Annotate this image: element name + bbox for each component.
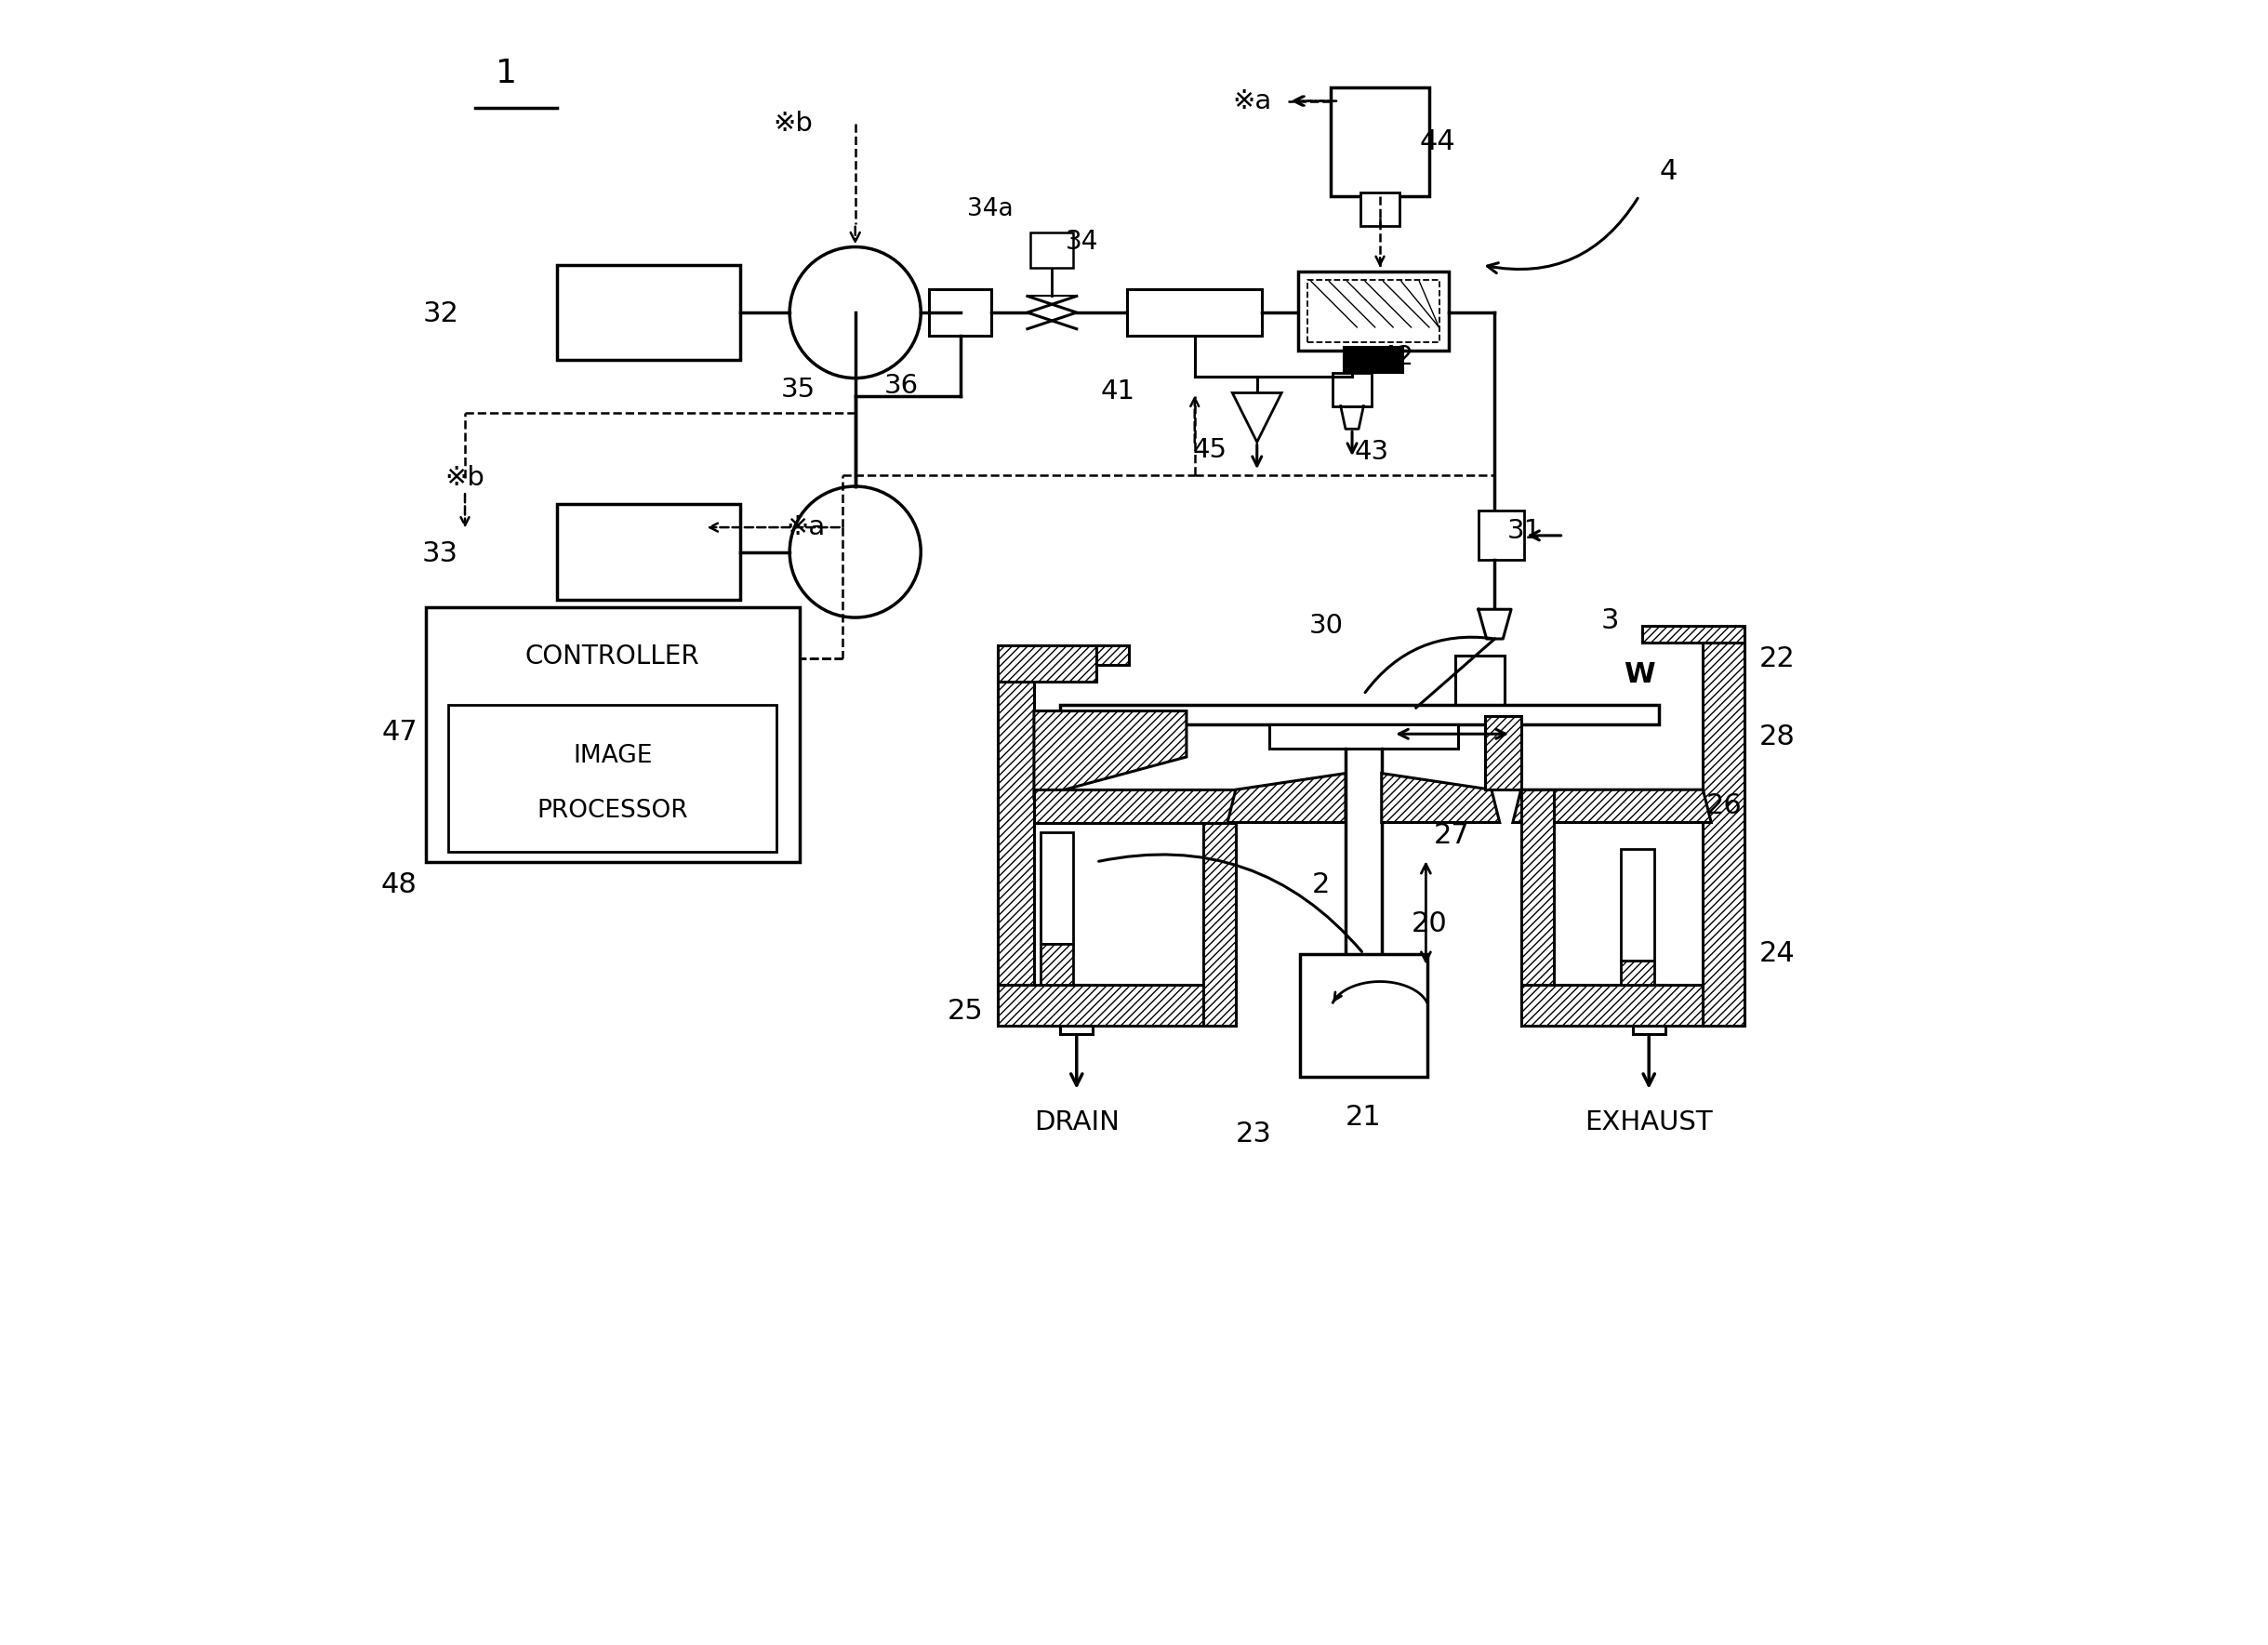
Polygon shape	[998, 985, 1236, 1026]
Text: 34: 34	[1066, 229, 1098, 255]
Text: 44: 44	[1420, 128, 1456, 156]
Polygon shape	[1522, 790, 1554, 1026]
Text: 33: 33	[422, 540, 458, 568]
Bar	[1331, 373, 1372, 406]
Polygon shape	[1095, 645, 1129, 665]
Text: 23: 23	[1236, 1120, 1272, 1148]
Text: ※a: ※a	[1232, 87, 1272, 114]
Text: CONTROLLER: CONTROLLER	[526, 643, 701, 670]
Bar	[1479, 512, 1524, 561]
Bar	[1297, 271, 1449, 350]
Polygon shape	[1513, 790, 1712, 822]
Text: 4: 4	[1660, 158, 1678, 184]
Polygon shape	[1622, 961, 1653, 985]
Polygon shape	[1642, 625, 1744, 642]
Text: 27: 27	[1433, 822, 1470, 849]
Bar	[1300, 954, 1427, 1077]
Bar	[930, 290, 991, 336]
Bar	[1622, 849, 1653, 961]
Text: 31: 31	[1506, 518, 1542, 543]
Text: W: W	[1624, 661, 1656, 688]
Text: 45: 45	[1193, 438, 1227, 464]
Bar	[1456, 655, 1504, 707]
Text: 35: 35	[780, 377, 814, 403]
Bar	[1041, 832, 1073, 944]
Text: ※a: ※a	[787, 515, 826, 540]
Text: 47: 47	[381, 719, 417, 745]
Polygon shape	[998, 681, 1034, 985]
Text: 25: 25	[948, 997, 982, 1025]
Bar	[1030, 232, 1073, 268]
Polygon shape	[1034, 790, 1236, 822]
Polygon shape	[1703, 642, 1744, 1026]
Text: ※b: ※b	[445, 466, 485, 492]
Polygon shape	[1202, 822, 1236, 1026]
Circle shape	[789, 487, 921, 617]
Bar	[1270, 724, 1458, 748]
Polygon shape	[1232, 393, 1281, 443]
Text: ※b: ※b	[773, 110, 812, 137]
Text: PROCESSOR: PROCESSOR	[538, 798, 687, 822]
Bar	[1345, 347, 1404, 373]
Text: 22: 22	[1758, 645, 1794, 673]
Text: 32: 32	[422, 301, 458, 327]
Text: 20: 20	[1411, 911, 1447, 938]
Polygon shape	[1034, 711, 1186, 798]
Text: 41: 41	[1100, 378, 1134, 405]
Bar	[1331, 87, 1429, 196]
Text: 34a: 34a	[966, 197, 1014, 222]
Text: DRAIN: DRAIN	[1034, 1110, 1120, 1135]
Text: 36: 36	[885, 373, 919, 400]
Text: IMAGE: IMAGE	[574, 744, 653, 768]
Polygon shape	[998, 645, 1095, 681]
Text: 24: 24	[1758, 941, 1794, 967]
Text: 2: 2	[1311, 872, 1329, 898]
Bar	[449, 704, 776, 852]
Polygon shape	[1381, 773, 1499, 822]
Bar	[556, 265, 739, 360]
Text: 21: 21	[1345, 1104, 1381, 1132]
Text: 26: 26	[1706, 793, 1742, 819]
Text: 48: 48	[381, 872, 417, 898]
Text: 28: 28	[1758, 724, 1794, 750]
Text: EXHAUST: EXHAUST	[1585, 1110, 1712, 1135]
Bar	[1127, 290, 1261, 336]
Text: 43: 43	[1354, 439, 1388, 466]
Polygon shape	[1041, 944, 1073, 985]
Bar	[556, 505, 739, 599]
Polygon shape	[1479, 609, 1510, 638]
Text: 3: 3	[1601, 607, 1619, 635]
Text: 1: 1	[494, 58, 517, 89]
Text: 42: 42	[1379, 344, 1413, 370]
Bar	[1633, 985, 1665, 1035]
Bar	[426, 607, 801, 862]
Text: 30: 30	[1309, 612, 1343, 638]
Polygon shape	[1522, 985, 1703, 1026]
Polygon shape	[1227, 773, 1345, 822]
Polygon shape	[1486, 716, 1522, 790]
Bar	[1059, 985, 1093, 1035]
Bar	[1059, 704, 1658, 724]
Circle shape	[789, 247, 921, 378]
Bar	[1361, 192, 1399, 225]
